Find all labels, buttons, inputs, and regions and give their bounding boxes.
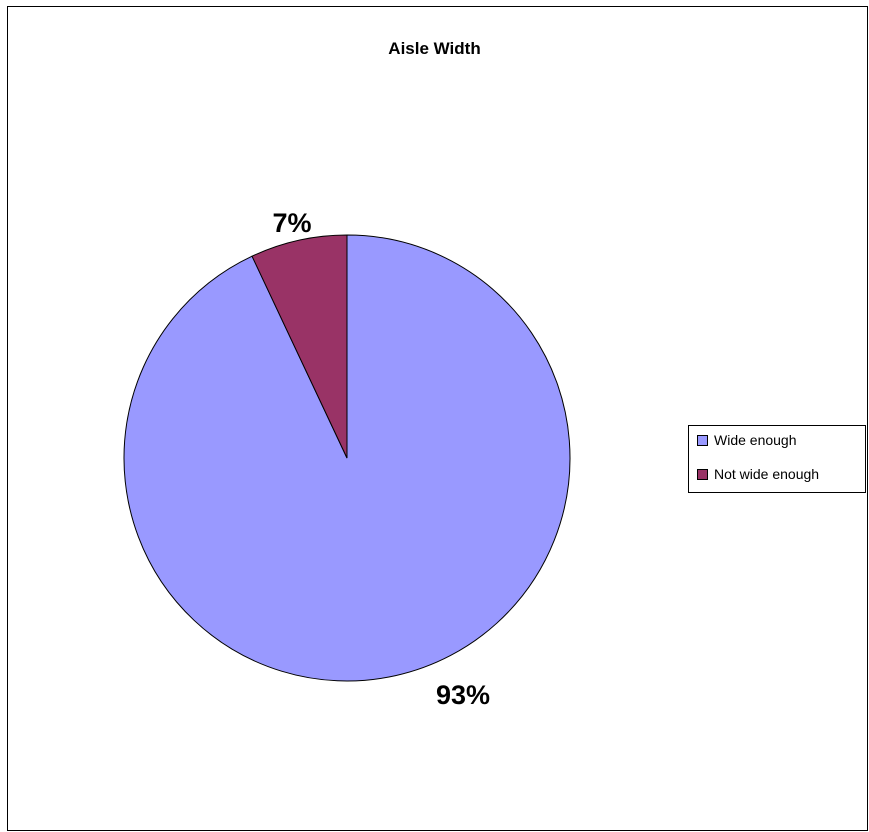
legend-swatch-wide-enough [697, 434, 708, 446]
legend-item-not-wide-enough: Not wide enough [697, 465, 819, 483]
legend-swatch-not-wide-enough [697, 468, 708, 480]
legend-label-wide-enough: Wide enough [714, 432, 797, 448]
legend-label-not-wide-enough: Not wide enough [714, 466, 820, 482]
pie-data-labels: 93% 7% [272, 208, 490, 710]
chart-legend: Wide enough Not wide enough [688, 425, 866, 493]
legend-item-wide-enough: Wide enough [697, 431, 797, 449]
pie-slice-not-wide-enough [251, 234, 348, 459]
data-label-not-wide-enough: 7% [272, 208, 311, 238]
data-label-wide-enough: 93% [436, 680, 490, 710]
chart-title: Aisle Width [388, 39, 481, 58]
pie-slices [123, 234, 571, 682]
